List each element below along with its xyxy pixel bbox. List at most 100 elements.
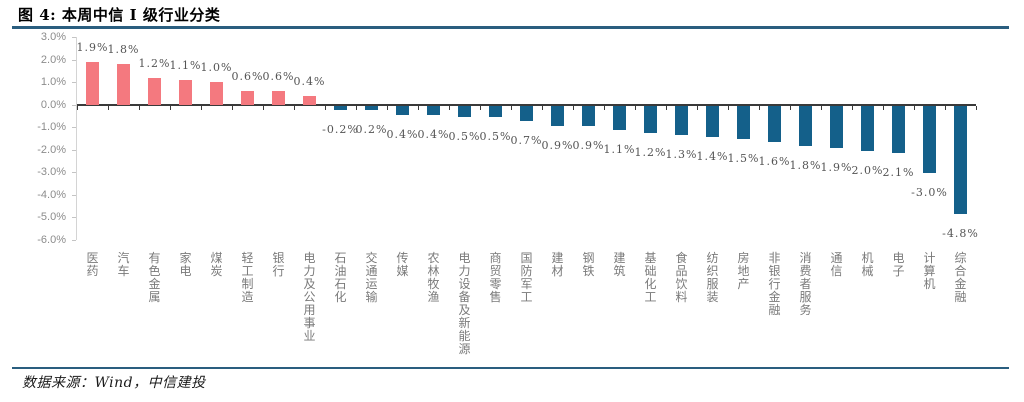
x-axis-tick [542,105,543,110]
bar-value-label: 1.5% [727,152,760,166]
y-axis-tick [72,59,76,61]
x-axis-tick [666,105,667,110]
bar [551,105,564,126]
category-label: 计 算 机 [923,251,936,291]
y-axis-tick [72,149,76,151]
category-label: 传 媒 [396,251,409,278]
y-axis-tick [72,239,76,241]
x-axis-tick [790,105,791,110]
bar [768,105,781,142]
bar [241,91,254,105]
bar [675,105,688,135]
y-axis-tick [72,217,76,218]
bar-value-label: 1.0% [200,61,233,74]
category-label: 汽 车 [117,251,130,278]
category-label: 煤 炭 [210,251,223,278]
bar [458,105,471,117]
category-label: 国 防 军 工 [520,251,533,304]
bar [210,82,223,105]
category-label: 电 力 及 公 用 事 业 [303,251,316,343]
y-axis-tick [72,82,76,83]
y-axis-tick-label: 3.0% [40,31,66,43]
bar-value-label: 2.1% [882,165,915,179]
bar-value-label: -3.0% [911,186,948,199]
bar-value-label: 1.8% [107,43,140,56]
y-axis-tick-label: -6.0% [37,233,66,246]
bar-value-label: 2.0% [851,163,884,177]
bar-value-label: 1.1% [603,143,636,157]
bar [489,105,502,117]
bar-value-label: 1.9% [820,161,853,175]
category-label: 农 林 牧 渔 [427,251,440,304]
bar-value-label: 0.4% [417,127,450,141]
figure-title: 图 4: 本周中信 I 级行业分类 [18,6,221,24]
bar-value-label: 0.2% [355,123,388,136]
bar [799,105,812,146]
y-axis-tick [72,37,76,38]
y-axis-tick-label: -3.0% [37,166,66,178]
bar-value-label: 0.5% [448,129,481,143]
category-label: 建 筑 [613,251,626,278]
category-label: 轻 工 制 造 [241,251,254,304]
bar [272,91,285,105]
bar [427,105,440,115]
x-axis-tick [325,105,326,110]
y-axis-tick-label: -1.0% [37,121,66,133]
bar-value-label: 1.6% [758,154,791,168]
x-axis-tick [418,105,419,110]
x-axis-tick [604,105,605,110]
category-label: 建 材 [551,251,564,278]
bar [737,105,750,140]
x-axis-tick [697,105,698,110]
x-axis-tick [573,105,574,110]
bar-value-label: 1.1% [169,58,202,72]
bar [861,105,874,151]
category-label: 电 力 设 备 及 新 能 源 [458,251,471,356]
category-label: 综 合 金 融 [954,251,967,304]
x-axis-tick [852,105,853,110]
footer-divider [12,367,1009,369]
category-label: 交 通 运 输 [365,251,378,304]
x-axis-tick [976,105,977,110]
bar-value-label: 0.6% [262,70,295,83]
industry-bar-chart: 3.0% 2.0% 1.0% 0.0% -1.0% -2.0% -3.0% -4.0% -5.0… [0,30,1024,365]
y-axis-tick [72,194,76,196]
bar [396,105,409,115]
category-label: 通 信 [830,251,843,278]
category-label: 银 行 [272,251,285,278]
y-axis-tick [72,127,76,128]
bar-value-label: 0.7% [510,134,543,148]
bar [179,79,192,105]
x-axis-tick [170,105,171,110]
bar-value-label: 0.4% [293,74,326,88]
bar [830,105,843,149]
title-underline [12,26,1009,29]
x-axis-tick [914,105,915,110]
y-axis-tick-label: 0.0% [40,98,66,111]
category-label: 家 电 [179,251,192,278]
bar [954,105,967,214]
bar [892,105,905,153]
bar-value-label: 1.3% [665,147,698,161]
x-axis-tick [77,105,78,110]
bar [334,105,347,110]
bar-value-label: 0.9% [572,138,605,152]
category-label: 纺 织 服 装 [706,251,719,304]
bar-value-label: 1.9% [76,40,109,54]
x-axis-tick [635,105,636,110]
y-axis-line [76,37,77,240]
category-label: 钢 铁 [582,251,595,278]
y-axis-tick [72,172,76,173]
y-axis-tick-label: 1.0% [40,76,66,88]
x-axis-tick [821,105,822,110]
category-label: 消 费 者 服 务 [799,251,812,317]
x-axis-tick [108,105,109,110]
category-label: 机 械 [861,251,874,278]
bar [86,61,99,105]
bar [706,105,719,137]
bar-value-label: 0.4% [386,127,419,141]
x-axis-tick [356,105,357,110]
bar [303,95,316,105]
x-axis-tick [139,105,140,110]
bar-value-label: 1.2% [634,145,667,159]
